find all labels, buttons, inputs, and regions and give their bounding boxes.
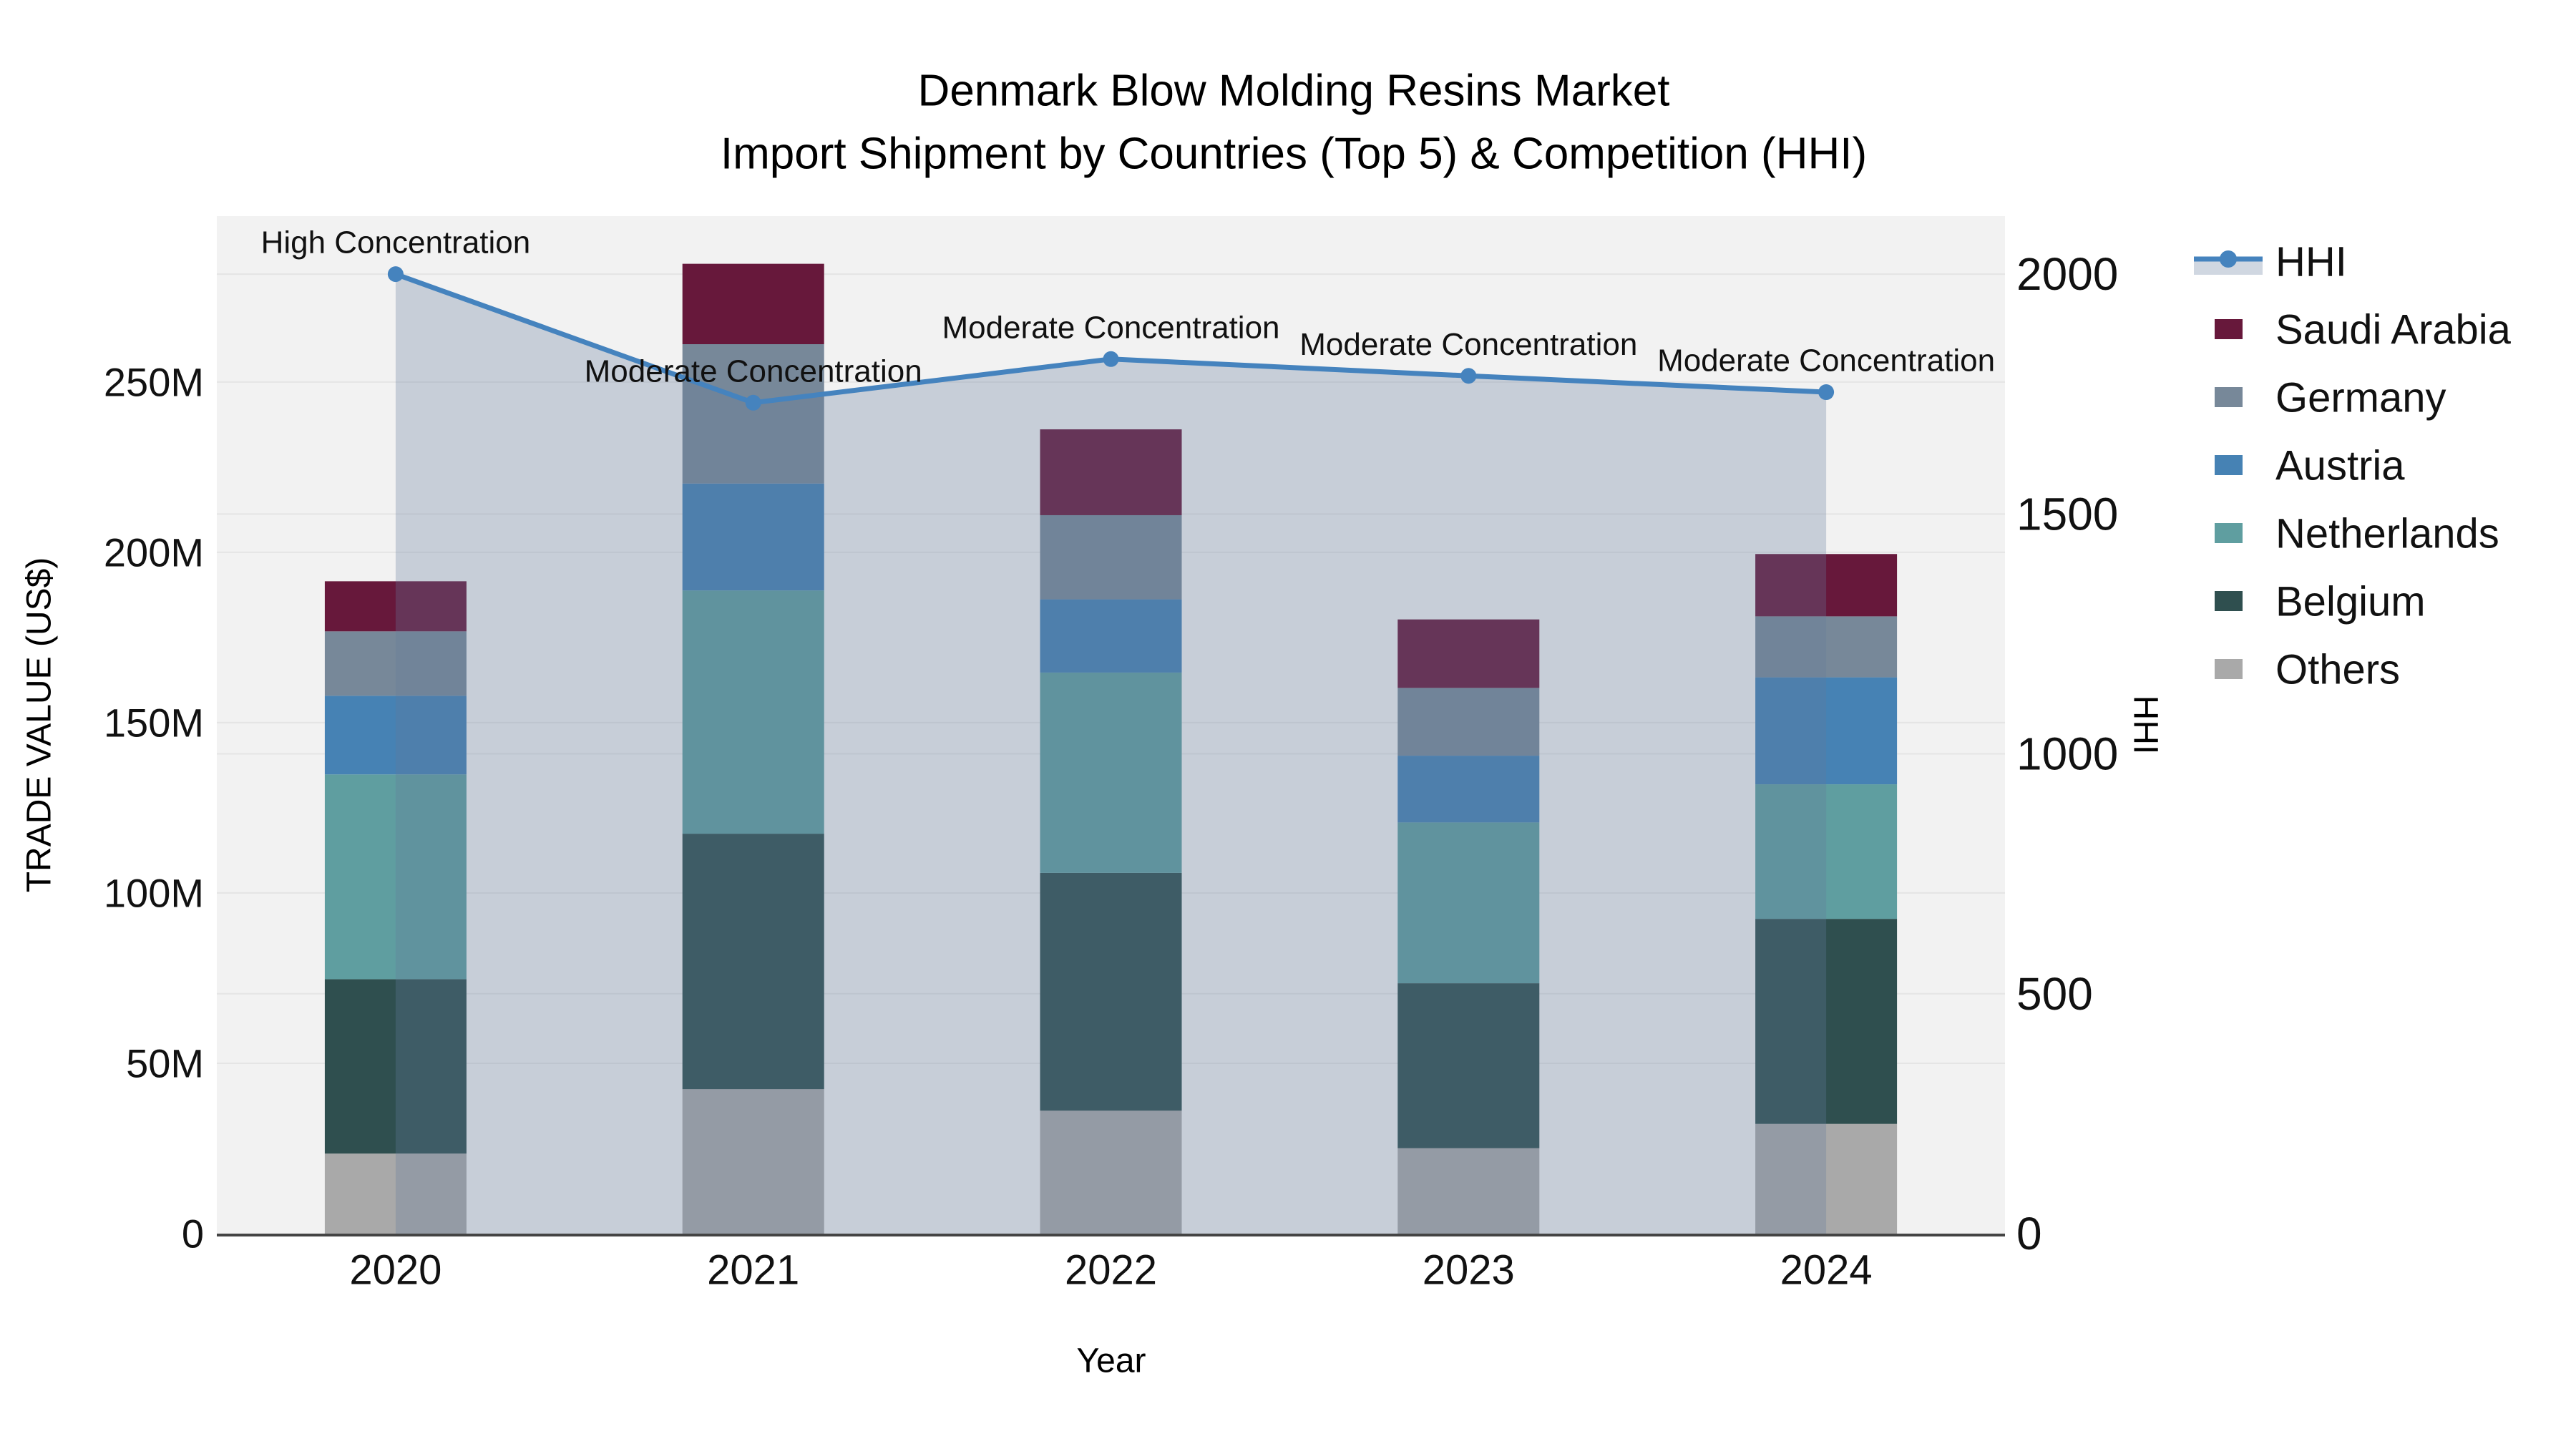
x-axis-title: Year [1076, 1342, 1146, 1380]
legend-label-germany[interactable]: Germany [2275, 375, 2446, 421]
bar-segment-2022-germany[interactable] [1040, 514, 1182, 600]
y-left-tick-50M: 50M [126, 1040, 204, 1085]
bar-segment-2024-netherlands[interactable] [1755, 784, 1898, 919]
hhi-marker-2024[interactable] [1818, 384, 1835, 401]
bar-segment-2021-netherlands[interactable] [682, 590, 824, 834]
bar-segment-2021-austria[interactable] [682, 483, 824, 591]
x-tick-2020: 2020 [349, 1247, 441, 1294]
legend-label-belgium[interactable]: Belgium [2275, 579, 2426, 625]
bar-segment-2021-saudi-arabia[interactable] [682, 263, 824, 344]
bar-segment-2023-belgium[interactable] [1397, 983, 1540, 1148]
y-right-tick-500: 500 [2016, 968, 2093, 1020]
hhi-marker-2021[interactable] [745, 394, 761, 411]
annotation-2023: Moderate Concentration [1299, 327, 1637, 362]
legend-label-others[interactable]: Others [2275, 647, 2400, 693]
bar-segment-2023-netherlands[interactable] [1397, 822, 1540, 984]
bar-segment-2024-austria[interactable] [1755, 677, 1898, 785]
bar-segment-2021-germany[interactable] [682, 343, 824, 484]
hhi-marker-2023[interactable] [1460, 368, 1477, 384]
legend-swatch-germany[interactable] [2215, 387, 2243, 407]
bar-segment-2024-others[interactable] [1755, 1123, 1898, 1234]
y-left-tick-100M: 100M [104, 870, 204, 915]
legend-swatch-others[interactable] [2215, 659, 2243, 679]
legend-label-hhi[interactable]: HHI [2275, 239, 2347, 286]
hhi-area-fill [395, 274, 1827, 1234]
legend-hhi-marker-sample[interactable] [2220, 250, 2237, 268]
legend-label-austria[interactable]: Austria [2275, 443, 2405, 489]
bar-segment-2024-saudi-arabia[interactable] [1755, 554, 1898, 617]
x-tick-2024: 2024 [1780, 1247, 1873, 1294]
bar-segment-2023-austria[interactable] [1397, 756, 1540, 823]
y-left-tick-250M: 250M [104, 359, 204, 404]
legend-swatch-saudi-arabia[interactable] [2215, 319, 2243, 339]
y-right-axis-title: HHI [2126, 695, 2165, 755]
bar-segment-2020-netherlands[interactable] [324, 774, 467, 980]
chart-title-line1: Denmark Blow Molding Resins Market [917, 66, 1670, 116]
bar-segment-2023-saudi-arabia[interactable] [1397, 619, 1540, 688]
y-right-tick-0: 0 [2016, 1208, 2042, 1259]
bar-segment-2022-netherlands[interactable] [1040, 672, 1182, 873]
x-tick-2023: 2023 [1423, 1247, 1515, 1294]
bar-segment-2021-others[interactable] [682, 1089, 824, 1234]
bar-segment-2020-germany[interactable] [324, 631, 467, 696]
legend-swatch-belgium[interactable] [2215, 591, 2243, 611]
bar-segment-2023-others[interactable] [1397, 1148, 1540, 1234]
y-left-axis-title: TRADE VALUE (US$) [20, 557, 59, 893]
bar-segment-2022-others[interactable] [1040, 1111, 1182, 1234]
legend-swatch-austria[interactable] [2215, 455, 2243, 475]
bar-segment-2020-belgium[interactable] [324, 979, 467, 1154]
bar-segment-2020-saudi-arabia[interactable] [324, 581, 467, 632]
annotation-2024: Moderate Concentration [1657, 343, 1995, 379]
y-left-tick-0: 0 [182, 1211, 204, 1257]
x-tick-2022: 2022 [1065, 1247, 1157, 1294]
y-right-tick-2000: 2000 [2016, 248, 2118, 300]
bar-segment-2022-belgium[interactable] [1040, 872, 1182, 1111]
y-left-tick-200M: 200M [104, 530, 204, 575]
bar-segment-2024-belgium[interactable] [1755, 919, 1898, 1124]
bar-segment-2023-germany[interactable] [1397, 688, 1540, 756]
bar-segment-2020-others[interactable] [324, 1153, 467, 1234]
x-tick-2021: 2021 [707, 1247, 799, 1294]
legend-swatch-netherlands[interactable] [2215, 523, 2243, 543]
bar-segment-2021-belgium[interactable] [682, 834, 824, 1090]
y-right-tick-1500: 1500 [2016, 488, 2118, 540]
hhi-marker-2020[interactable] [387, 266, 404, 283]
bar-segment-2024-germany[interactable] [1755, 616, 1898, 678]
annotation-2020: High Concentration [261, 225, 531, 260]
chart-title-line2: Import Shipment by Countries (Top 5) & C… [720, 129, 1868, 179]
bar-segment-2020-austria[interactable] [324, 696, 467, 775]
annotation-2022: Moderate Concentration [942, 310, 1279, 345]
bar-segment-2022-saudi-arabia[interactable] [1040, 429, 1182, 515]
hhi-marker-2022[interactable] [1103, 351, 1119, 367]
y-right-tick-1000: 1000 [2016, 728, 2118, 780]
bar-segment-2022-austria[interactable] [1040, 599, 1182, 673]
annotation-2021: Moderate Concentration [585, 353, 922, 389]
legend-label-saudi-arabia[interactable]: Saudi Arabia [2275, 307, 2512, 353]
legend-label-netherlands[interactable]: Netherlands [2275, 511, 2499, 557]
y-left-tick-150M: 150M [104, 700, 204, 745]
